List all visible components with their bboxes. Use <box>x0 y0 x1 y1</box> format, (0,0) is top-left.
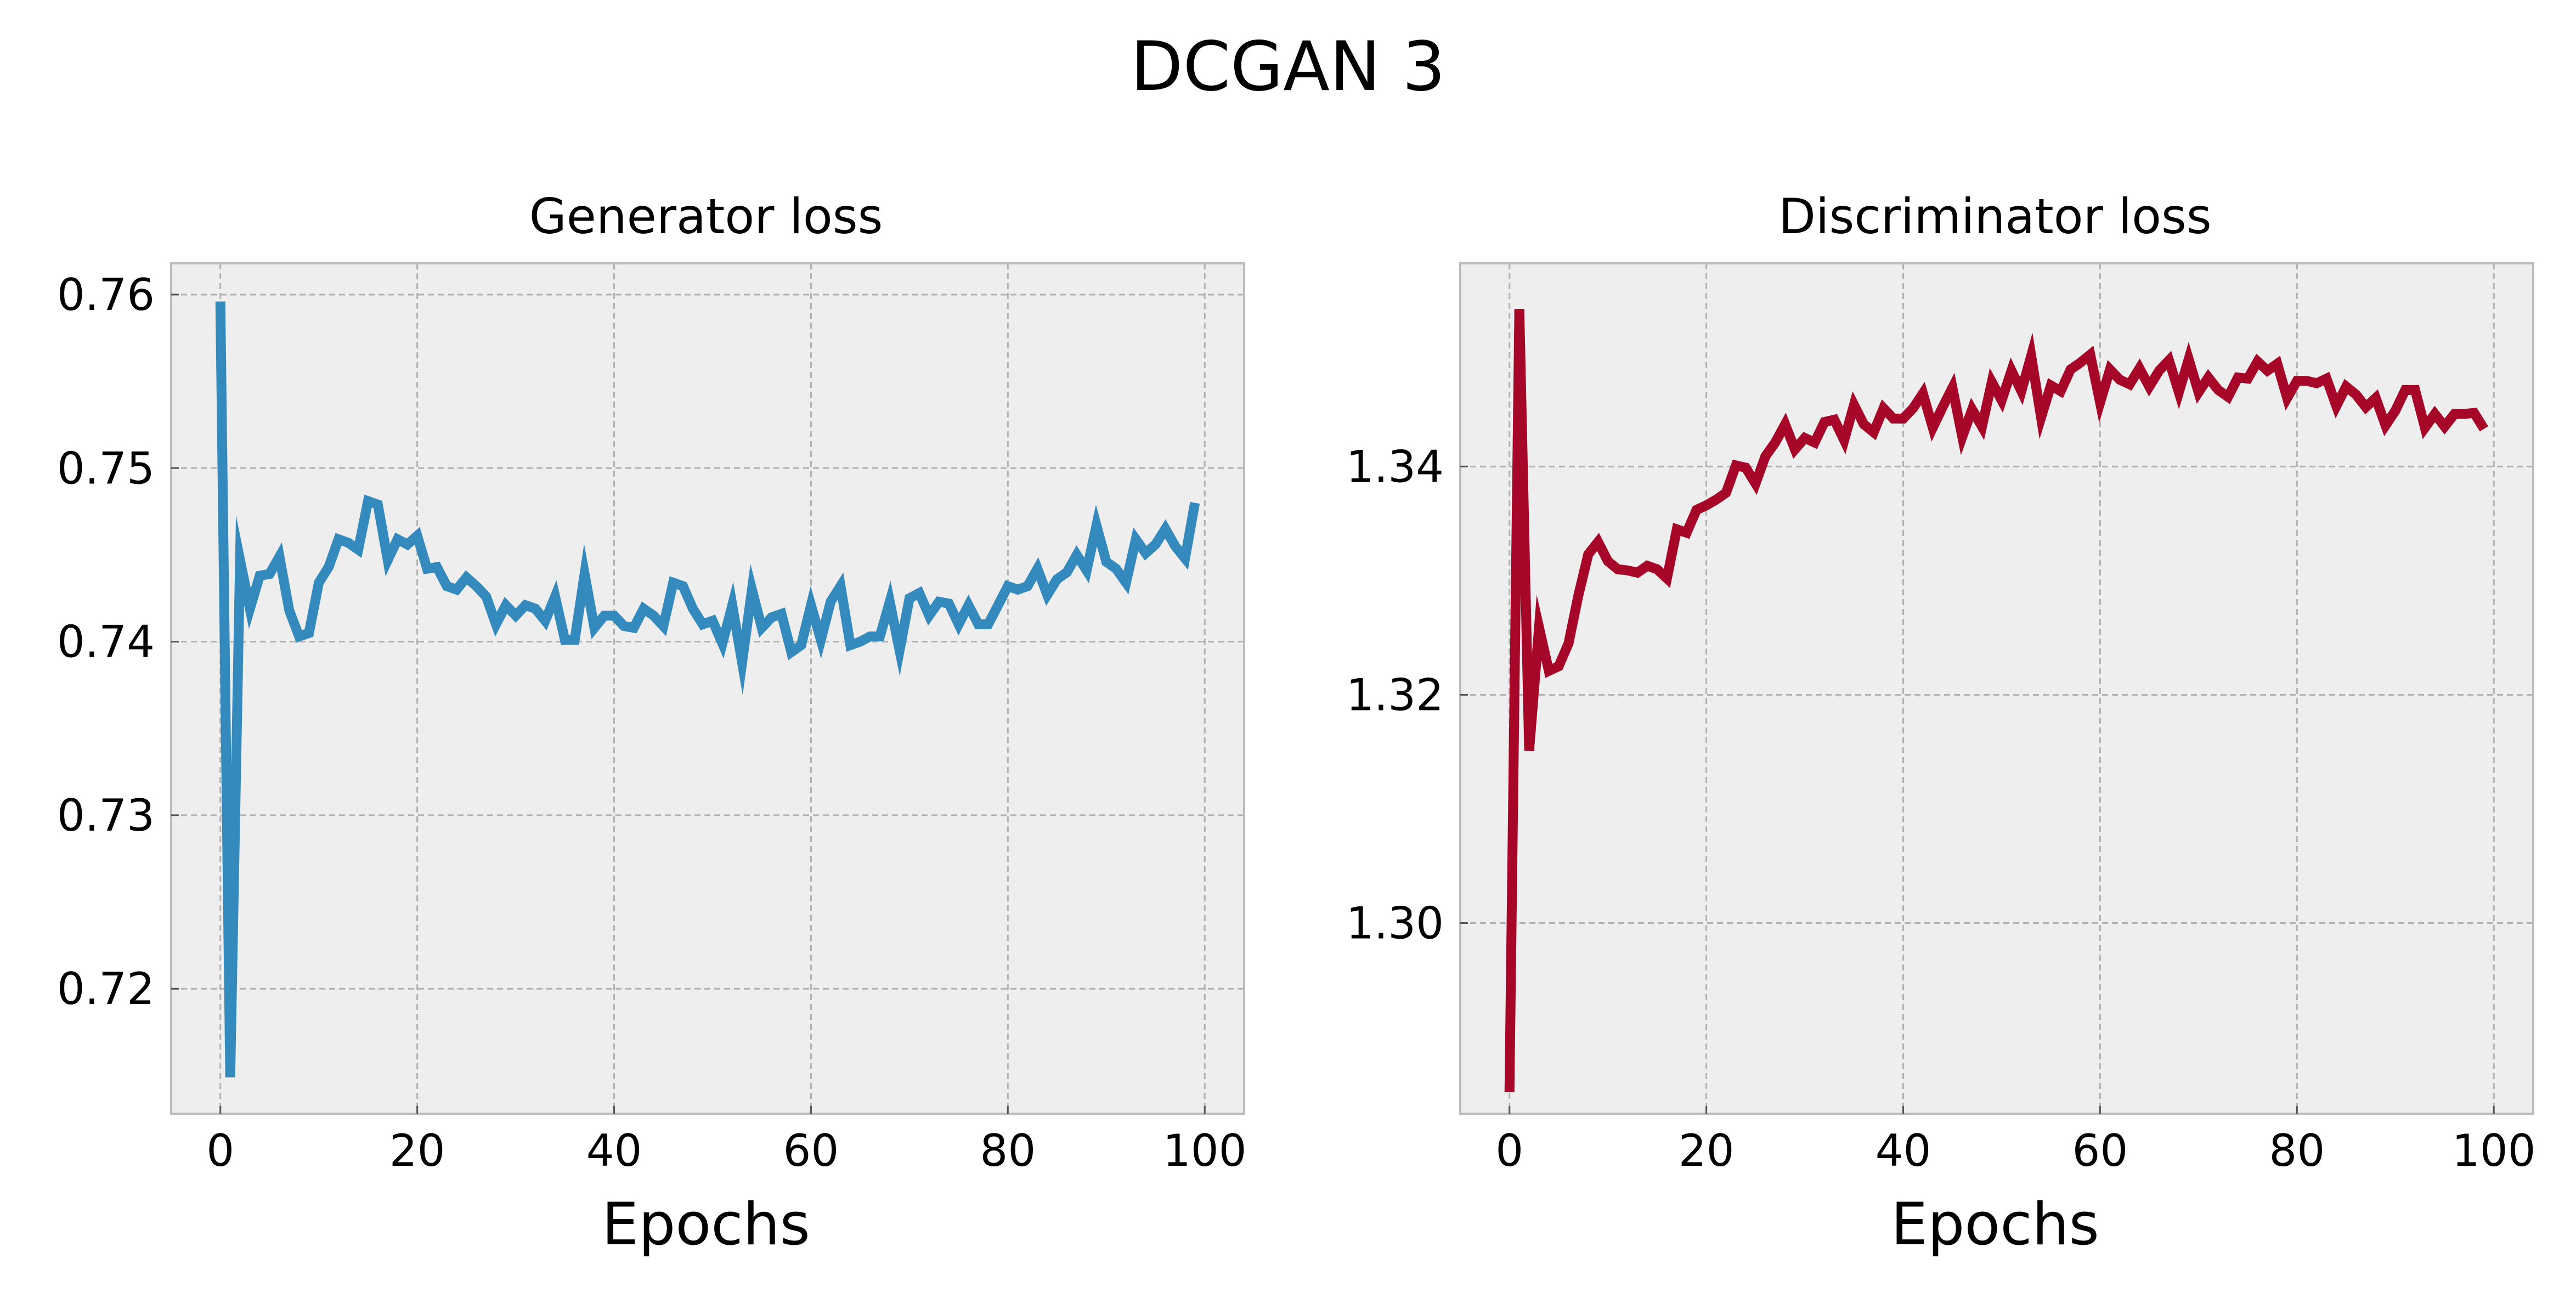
discriminator-x-tick-label: 0 <box>1495 1125 1523 1176</box>
discriminator-x-axis-label: Epochs <box>1891 1191 2099 1258</box>
discriminator-axes-frame <box>1459 262 2534 1115</box>
generator-y-tick-label: 0.75 <box>57 443 155 494</box>
generator-x-tick-label: 20 <box>389 1125 445 1176</box>
discriminator-x-tick-label: 60 <box>2072 1125 2128 1176</box>
discriminator-x-tick-label: 20 <box>1679 1125 1735 1176</box>
discriminator-loss-chart: 0 20 40 60 80 100 1.30 1.32 1.34 <box>1346 262 2536 1176</box>
generator-loss-chart: 0 20 40 60 80 100 0.72 0.73 0.74 0.75 0.76 <box>57 262 1247 1176</box>
generator-axes-frame <box>170 262 1245 1115</box>
discriminator-x-tick-label: 40 <box>1875 1125 1931 1176</box>
discriminator-loss-line <box>1504 308 2488 1092</box>
generator-plot-area <box>171 263 1244 1114</box>
discriminator-y-tick-label: 1.34 <box>1346 441 1444 492</box>
generator-x-tick-label: 60 <box>783 1125 839 1176</box>
generator-x-tick-label: 0 <box>206 1125 234 1176</box>
figure-title: DCGAN 3 <box>1130 27 1446 106</box>
discriminator-y-tick-label: 1.32 <box>1346 669 1444 720</box>
generator-x-tick-label: 40 <box>586 1125 642 1176</box>
discriminator-loss-title: Discriminator loss <box>1778 188 2212 245</box>
generator-y-tick-label: 0.76 <box>57 269 155 320</box>
generator-x-axis-label: Epochs <box>602 1191 810 1258</box>
discriminator-plot-area <box>1460 263 2533 1114</box>
discriminator-y-tick-label: 1.30 <box>1346 898 1444 949</box>
generator-x-tick-label: 80 <box>980 1125 1036 1176</box>
discriminator-x-tick-label: 100 <box>2452 1125 2536 1176</box>
discriminator-x-tick-label: 80 <box>2269 1125 2325 1176</box>
generator-y-tick-label: 0.73 <box>57 790 155 841</box>
generator-y-tick-label: 0.74 <box>57 617 155 668</box>
generator-x-tick-label: 100 <box>1163 1125 1247 1176</box>
generator-loss-line <box>215 301 1200 1077</box>
generator-loss-title: Generator loss <box>529 188 883 245</box>
generator-y-tick-label: 0.72 <box>57 963 155 1014</box>
